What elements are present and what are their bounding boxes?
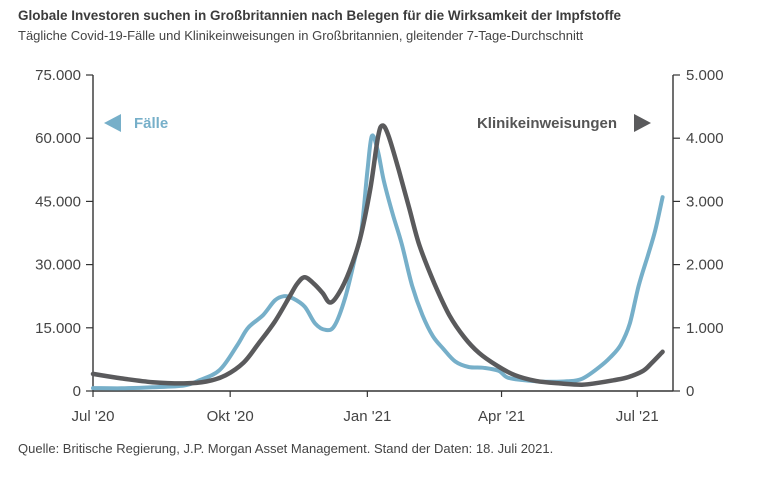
chart-subtitle: Tägliche Covid-19-Fälle und Klinikeinwei… bbox=[18, 28, 584, 43]
chart-title: Globale Investoren suchen in Großbritann… bbox=[18, 8, 621, 23]
left-y-tick-label: 45.000 bbox=[35, 193, 81, 210]
legend-cases-arrow-icon bbox=[104, 114, 121, 132]
series-lines bbox=[90, 123, 665, 391]
source-note: Quelle: Britische Regierung, J.P. Morgan… bbox=[18, 441, 554, 456]
right-y-tick-label: 1.000 bbox=[686, 320, 724, 337]
right-y-tick-label: 5.000 bbox=[686, 67, 724, 84]
left-y-tick-label: 75.000 bbox=[35, 67, 81, 84]
dual-axis-line-chart: 0 15.000 30.000 45.000 60.000 75.000 0 1.000 2.0… bbox=[35, 67, 723, 425]
series-line-admissions bbox=[90, 123, 665, 387]
right-y-tick-label: 0 bbox=[686, 383, 694, 400]
legend-admissions-label: Klinikeinweisungen bbox=[477, 115, 617, 132]
legend: Fälle Klinikeinweisungen bbox=[104, 114, 651, 132]
legend-admissions-arrow-icon bbox=[634, 114, 651, 132]
x-tick-label: Okt '20 bbox=[207, 408, 254, 425]
right-y-tick-label: 4.000 bbox=[686, 130, 724, 147]
x-tick-label: Jul '21 bbox=[616, 408, 659, 425]
legend-cases-label: Fälle bbox=[134, 115, 168, 132]
right-y-tick-label: 3.000 bbox=[686, 193, 724, 210]
right-y-tick-label: 2.000 bbox=[686, 257, 724, 274]
axes: 0 15.000 30.000 45.000 60.000 75.000 0 1.000 2.0… bbox=[35, 67, 723, 425]
x-tick-label: Apr '21 bbox=[478, 408, 525, 425]
x-tick-label: Jul '20 bbox=[72, 408, 115, 425]
left-y-tick-label: 30.000 bbox=[35, 257, 81, 274]
left-y-tick-label: 60.000 bbox=[35, 130, 81, 147]
x-tick-label: Jan '21 bbox=[343, 408, 391, 425]
series-line-cases bbox=[91, 133, 665, 391]
left-y-tick-label: 15.000 bbox=[35, 320, 81, 337]
left-y-tick-label: 0 bbox=[73, 383, 81, 400]
